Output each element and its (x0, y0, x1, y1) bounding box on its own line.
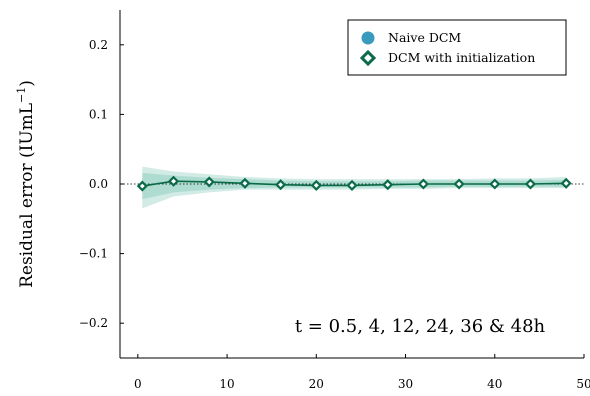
x-tick-label: 50 (576, 377, 590, 391)
legend-marker-circle-icon (361, 31, 375, 45)
y-tick-label: 0.2 (89, 38, 108, 52)
data-point (417, 178, 429, 190)
y-axis-label: Residual error (IUmL−1) (15, 80, 37, 288)
x-tick-label: 10 (219, 377, 234, 391)
time-points-annotation: t = 0.5, 4, 12, 24, 36 & 48h (295, 316, 546, 337)
data-point (524, 178, 537, 190)
data-point (346, 179, 358, 191)
x-ticks: 0 10 20 30 40 50 (134, 354, 590, 391)
data-point (275, 179, 287, 191)
y-tick-label: 0.0 (89, 177, 108, 191)
y-tick-label: 0.1 (89, 107, 108, 121)
data-point (453, 178, 465, 190)
legend: Naive DCM DCM with initialization (347, 19, 567, 76)
legend-marker-diamond-icon (359, 49, 377, 67)
data-point (136, 180, 148, 192)
legend-box (347, 19, 567, 76)
data-point (382, 179, 394, 191)
y-tick-label: −0.1 (79, 247, 108, 261)
y-ticks: 0.2 0.1 0.0 −0.1 −0.2 (79, 38, 124, 330)
legend-label: Naive DCM (388, 30, 461, 45)
data-point (167, 175, 180, 187)
data-point (203, 176, 215, 188)
x-tick-label: 40 (487, 377, 502, 391)
data-point (239, 177, 251, 189)
legend-items: Naive DCM DCM with initialization (359, 30, 535, 67)
series (136, 175, 572, 192)
x-tick-label: 20 (309, 377, 324, 391)
x-tick-label: 30 (398, 377, 413, 391)
legend-label: DCM with initialization (388, 50, 535, 65)
data-point (310, 179, 322, 191)
data-point (489, 178, 501, 190)
y-tick-label: −0.2 (79, 316, 108, 330)
data-point (560, 177, 572, 189)
x-tick-label: 0 (134, 377, 142, 391)
